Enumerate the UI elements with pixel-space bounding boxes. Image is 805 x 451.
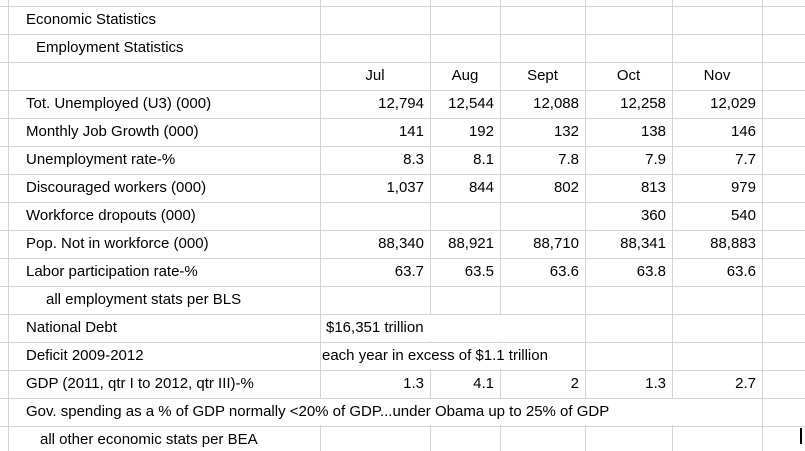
value-cell: 8.3 [403,151,424,168]
value-cell: 12,029 [710,95,756,112]
value-cell: 141 [398,123,424,140]
value-cell: 88,921 [448,235,494,252]
sheet-title: Economic Statistics [26,11,157,28]
value-cell: 88,883 [710,235,756,252]
value-cell: 132 [553,123,579,140]
sheet-subtitle: Employment Statistics [36,39,184,56]
gdp-value-cell: 1.3 [645,375,666,392]
value-cell: 7.7 [735,151,756,168]
value-cell: 192 [468,123,494,140]
value-cell: 802 [553,179,579,196]
row-label: Workforce dropouts (000) [26,207,196,224]
value-cell: 138 [640,123,666,140]
value-cell: 63.7 [394,263,424,280]
month-header-sept: Sept [527,67,558,84]
grid-line-horizontal [0,118,805,119]
month-header-aug: Aug [451,67,479,84]
text-cursor [800,428,802,444]
month-header-nov: Nov [703,67,731,84]
value-cell: 63.6 [549,263,579,280]
month-header-jul: Jul [365,67,385,84]
grid-line-horizontal [0,342,805,343]
national-debt-value: $16,351 trillion [326,315,526,341]
grid-line-horizontal [0,258,805,259]
gdp-value-cell: 4.1 [473,375,494,392]
gdp-value-cell: 2.7 [735,375,756,392]
bea-source-note: all other economic stats per BEA [40,431,258,448]
value-cell: 88,340 [378,235,424,252]
national-debt-label: National Debt [26,319,117,336]
grid-line-horizontal [0,62,805,63]
value-cell: 63.5 [464,263,494,280]
grid-line-horizontal [0,230,805,231]
grid-line-vertical [585,0,586,451]
value-cell: 1,037 [386,179,424,196]
grid-line-vertical [8,0,9,451]
grid-line-horizontal [0,314,805,315]
gov-spending-note: Gov. spending as a % of GDP normally <20… [26,399,761,425]
row-label: Discouraged workers (000) [26,179,207,196]
value-cell: 540 [730,207,756,224]
row-label: Pop. Not in workforce (000) [26,235,209,252]
grid-line-vertical [320,0,321,451]
grid-line-horizontal [0,286,805,287]
value-cell: 360 [640,207,666,224]
value-cell: 844 [468,179,494,196]
deficit-value: each year in excess of $1.1 trillion [322,343,584,369]
grid-line-horizontal [0,34,805,35]
value-cell: 63.8 [636,263,666,280]
grid-line-vertical [500,0,501,451]
row-label: Unemployment rate-% [26,151,176,168]
grid-line-horizontal [0,426,805,427]
deficit-label: Deficit 2009-2012 [26,347,144,364]
gdp-value-cell: 2 [570,375,579,392]
gdp-label: GDP (2011, qtr I to 2012, qtr III)-% [26,375,254,392]
value-cell: 7.8 [558,151,579,168]
value-cell: 88,710 [533,235,579,252]
grid-line-horizontal [0,174,805,175]
bls-source-note: all employment stats per BLS [46,291,242,308]
row-label: Monthly Job Growth (000) [26,123,199,140]
value-cell: 88,341 [620,235,666,252]
gdp-value-cell: 1.3 [403,375,424,392]
grid-line-vertical [430,0,431,451]
grid-line-horizontal [0,6,805,7]
value-cell: 8.1 [473,151,494,168]
row-label: Labor participation rate-% [26,263,198,280]
grid-line-horizontal [0,202,805,203]
value-cell: 12,258 [620,95,666,112]
row-label: Tot. Unemployed (U3) (000) [26,95,212,112]
grid-line-horizontal [0,398,805,399]
value-cell: 7.9 [645,151,666,168]
grid-line-horizontal [0,90,805,91]
grid-line-horizontal [0,146,805,147]
value-cell: 979 [730,179,756,196]
grid-line-vertical [672,0,673,451]
value-cell: 12,088 [533,95,579,112]
value-cell: 813 [640,179,666,196]
grid-line-vertical [762,0,763,451]
grid-line-horizontal [0,370,805,371]
value-cell: 146 [730,123,756,140]
value-cell: 63.6 [726,263,756,280]
value-cell: 12,544 [448,95,494,112]
month-header-oct: Oct [616,67,641,84]
value-cell: 12,794 [378,95,424,112]
